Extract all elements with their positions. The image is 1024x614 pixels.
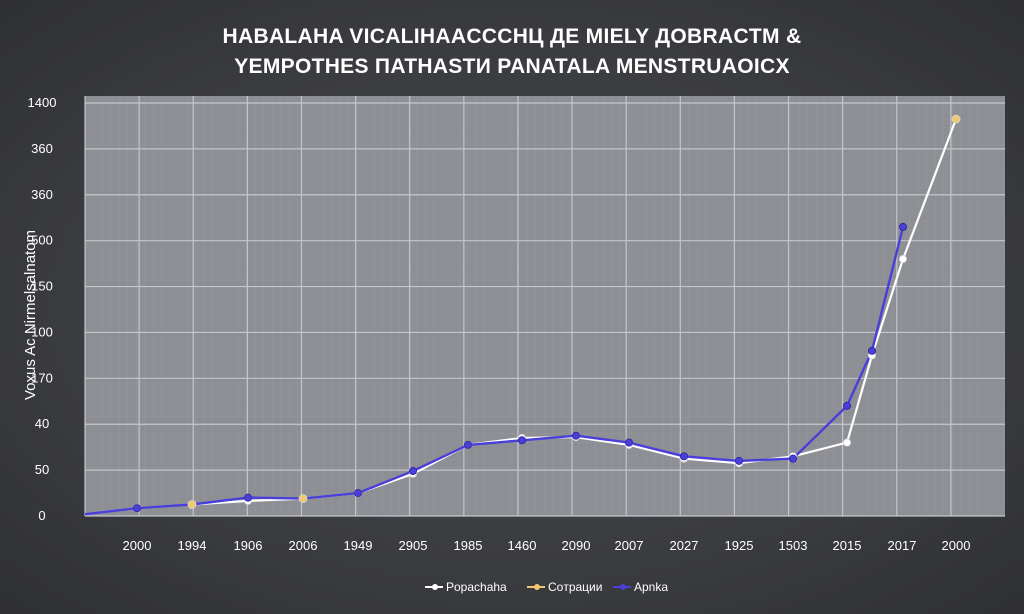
x-tick-label: 2007	[615, 538, 644, 553]
x-tick-label: 1460	[508, 538, 537, 553]
series-point-2	[843, 401, 852, 410]
legend: Poрachaha Coтрaции Apnka	[425, 580, 668, 594]
series-points	[132, 114, 961, 513]
series-point-2	[353, 489, 362, 498]
x-tick-label: 2017	[888, 538, 917, 553]
series-point-2	[243, 493, 252, 502]
series-point-1	[187, 500, 197, 509]
x-tick-label: 1949	[344, 538, 373, 553]
x-tick-label: 1906	[234, 538, 263, 553]
x-tick-label: 2006	[289, 538, 318, 553]
x-tick-label: 1503	[779, 538, 808, 553]
y-tick-label: 360	[31, 187, 53, 202]
legend-swatch-marker	[534, 584, 540, 590]
series-point-1	[951, 114, 961, 124]
x-tick-label: 1985	[454, 538, 483, 553]
legend-swatch-marker	[620, 584, 626, 590]
legend-label: Apnka	[634, 580, 668, 594]
series-point-2	[680, 452, 689, 461]
series-point-2	[572, 431, 581, 440]
y-axis-label: Voxus Ac Nirmelsalnatom	[22, 230, 39, 400]
series-point-2	[868, 346, 877, 355]
x-tick-label: 2905	[399, 538, 428, 553]
series-point-0	[899, 255, 908, 264]
y-tick-label: 1400	[28, 95, 57, 110]
series-point-2	[408, 467, 417, 476]
x-tick-label: 2090	[562, 538, 591, 553]
legend-label: Coтрaции	[548, 580, 602, 594]
y-tick-label: 40	[35, 416, 49, 431]
series-point-2	[735, 456, 744, 465]
major-grid	[84, 96, 1005, 517]
y-tick-label: 500	[31, 233, 53, 248]
y-tick-label: 150	[31, 279, 53, 294]
legend-swatch-marker	[432, 584, 438, 590]
chart-title: HABALAHA VICALIHAACCCHЦ ДЕ MIELY ДOBRACT…	[0, 22, 1024, 82]
x-tick-label: 1925	[725, 538, 754, 553]
series-point-1	[298, 494, 308, 503]
series-point-2	[625, 438, 634, 447]
series-point-2	[132, 504, 141, 513]
y-tick-label: 170	[31, 370, 53, 385]
x-tick-label: 1994	[178, 538, 207, 553]
y-tick-label: 360	[31, 141, 53, 156]
series-point-0	[843, 438, 852, 447]
series-point-2	[463, 440, 472, 449]
y-tick-label: 100	[31, 324, 53, 339]
x-axis-ticks: 2000 1994 1906 2006 1949 2905 1985 1460 2090 2007…	[123, 538, 971, 553]
y-tick-label: 50	[35, 462, 49, 477]
chart-title-line-1: HABALAHA VICALIHAACCCHЦ ДЕ MIELY ДOBRACT…	[222, 25, 802, 48]
legend-label: Poрachaha	[446, 580, 507, 594]
x-tick-label: 2000	[942, 538, 971, 553]
x-tick-label: 2027	[670, 538, 699, 553]
series-point-2	[518, 436, 527, 445]
chart-title-line-2: YEMPOTHES ПATHASTИ PANATALA MENSTRUAOICX	[234, 55, 790, 78]
x-tick-label: 2000	[123, 538, 152, 553]
x-tick-label: 2015	[833, 538, 862, 553]
y-tick-label: 0	[38, 508, 45, 523]
y-axis-ticks: 0 50 40 170 100 150 500 360 360 1400	[28, 95, 57, 523]
plot-fine-grid	[85, 96, 1005, 516]
series-point-2	[899, 222, 908, 231]
series-point-2	[789, 454, 798, 463]
